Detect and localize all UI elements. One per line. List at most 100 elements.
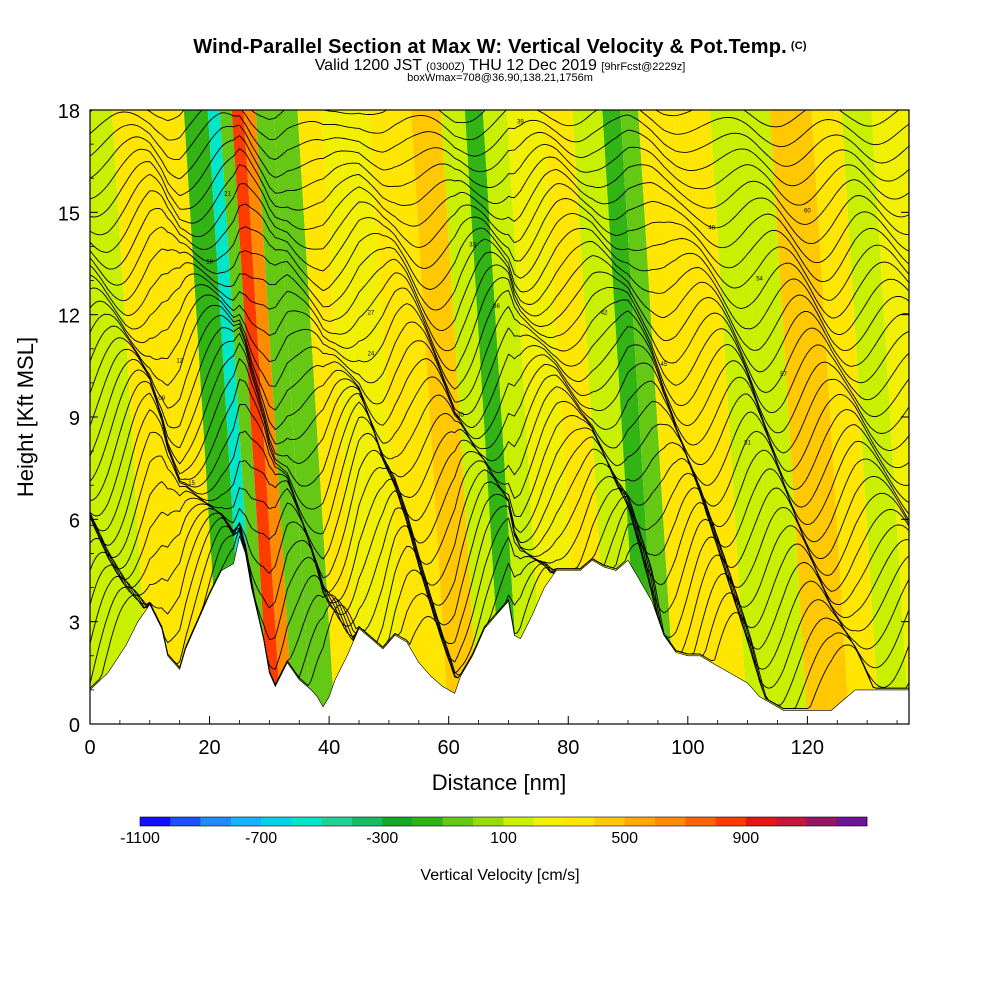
colorbar-swatch [352, 817, 383, 826]
velocity-band [841, 110, 909, 724]
colorbar-swatch [776, 817, 807, 826]
colorbar-swatch [140, 817, 171, 826]
isentrope-label: 48 [708, 225, 715, 231]
y-tick-label: 3 [69, 613, 80, 635]
chart-subtitle: Valid 1200 JST (0300Z) THU 12 Dec 2019 [… [0, 57, 1000, 76]
colorbar-swatch [382, 817, 413, 826]
velocity-band [255, 110, 312, 724]
y-tick-label: 18 [58, 101, 80, 123]
velocity-band [219, 110, 270, 724]
isentrope-line [90, 241, 909, 335]
y-tick-label: 0 [69, 715, 80, 737]
velocity-band [321, 110, 377, 724]
isentrope-label: 27 [368, 311, 375, 317]
colorbar-swatch [624, 817, 656, 826]
colorbar-swatch [321, 817, 353, 826]
y-tick-label: 9 [69, 408, 80, 430]
colorbar-swatch [654, 817, 686, 826]
isentrope-line [90, 255, 909, 352]
colorbar-swatch [473, 817, 504, 826]
colorbar-swatch [715, 817, 747, 826]
x-tick-label: 120 [791, 737, 824, 759]
colorbar-frame [139, 816, 868, 827]
velocity-band [243, 110, 294, 724]
potential-temperature-contours [90, 110, 909, 710]
isentrope-line [90, 310, 909, 434]
colorbar-swatch [806, 817, 838, 826]
velocity-band [369, 110, 449, 724]
valid-utc: (0300Z) [426, 61, 465, 73]
plot-area: 09 12 15 18 21 24 27 30 33 36 39 42 45 48 51 54 57 60 [90, 110, 909, 724]
isentrope-label: 51 [744, 440, 751, 446]
colorbar-tick-label: -700 [245, 830, 277, 847]
velocity-band [811, 110, 880, 724]
x-tick-label: 80 [557, 737, 579, 759]
velocity-band [112, 110, 192, 724]
colorbar-swatch [564, 817, 595, 826]
isentrope-line [90, 227, 909, 319]
colorbar-swatch [230, 817, 262, 826]
colorbar-title: Vertical Velocity [cm/s] [420, 867, 579, 884]
velocity-band [464, 110, 521, 724]
isentrope-label: 18 [206, 260, 213, 266]
isentrope-line [90, 286, 909, 393]
isentrope-line [90, 112, 909, 167]
isentrope-line [90, 124, 909, 187]
y-tick-label: 15 [58, 203, 80, 225]
terrain-mask [90, 535, 909, 724]
isentrope-line [90, 147, 909, 225]
isentrope-label: 33 [469, 242, 476, 248]
y-axis-title: Height [Kft MSL] [13, 337, 38, 497]
x-tick-label: 40 [318, 737, 340, 759]
velocity-band [602, 110, 658, 724]
valid-date: THU 12 Dec 2019 [468, 57, 597, 74]
isentrope-label: 12 [176, 358, 183, 364]
isentrope-label: 30 [457, 413, 464, 419]
isentrope-line [90, 135, 909, 206]
isentrope-line [90, 183, 909, 264]
velocity-band [871, 110, 909, 724]
velocity-band [638, 110, 712, 724]
isentrope-label: 60 [804, 208, 811, 214]
isentrope-label: 42 [601, 311, 608, 317]
colorbar-swatch [745, 817, 777, 826]
colorbar-tick-label: 500 [611, 830, 638, 847]
isentrope-line [90, 378, 909, 526]
isentrope-line [90, 342, 909, 490]
colorbar-swatch [261, 817, 292, 826]
forecast-info: [9hrFcst@2229z] [601, 61, 686, 73]
isentrope-label: 15 [188, 481, 195, 487]
y-tick-label: 12 [58, 306, 80, 328]
isentrope-line [90, 448, 909, 608]
isentrope-line [90, 110, 900, 128]
isentrope-line [90, 415, 909, 560]
colorbar-swatch [291, 817, 323, 826]
colorbar-swatch [200, 817, 232, 826]
colorbar-tick-label: -1100 [120, 830, 160, 847]
isentrope-line [90, 326, 909, 454]
isentrope-line [90, 462, 909, 629]
chart-header: Wind-Parallel Section at Max W: Vertical… [0, 36, 1000, 84]
isentrope-line [90, 487, 909, 670]
isentrope-line [90, 401, 909, 543]
colorbar-tick-label: 100 [490, 830, 517, 847]
isentrope-labels: 09 12 15 18 21 24 27 30 33 36 39 42 45 48 51 54 57 60 [158, 120, 811, 488]
isentrope-line [90, 110, 909, 148]
colorbar-swatch [442, 817, 474, 826]
colorbar-swatch [836, 817, 868, 826]
colorbar: -1100 -700 -300 100 500 900 [120, 816, 868, 847]
colorbar-swatch [170, 817, 201, 826]
isentrope-label: 21 [224, 191, 231, 197]
isentrope-label: 57 [780, 372, 787, 378]
isentrope-line [90, 271, 909, 373]
colorbar-swatch [594, 817, 625, 826]
isentrope-line [90, 198, 909, 283]
x-tick-label: 0 [84, 737, 95, 759]
x-tick-label: 100 [671, 737, 704, 759]
velocity-band [739, 110, 808, 724]
velocity-band [440, 110, 503, 724]
box-info: boxWmax=708@36.90,138.21,1756m [407, 72, 593, 84]
colorbar-tick-label: -300 [366, 830, 398, 847]
